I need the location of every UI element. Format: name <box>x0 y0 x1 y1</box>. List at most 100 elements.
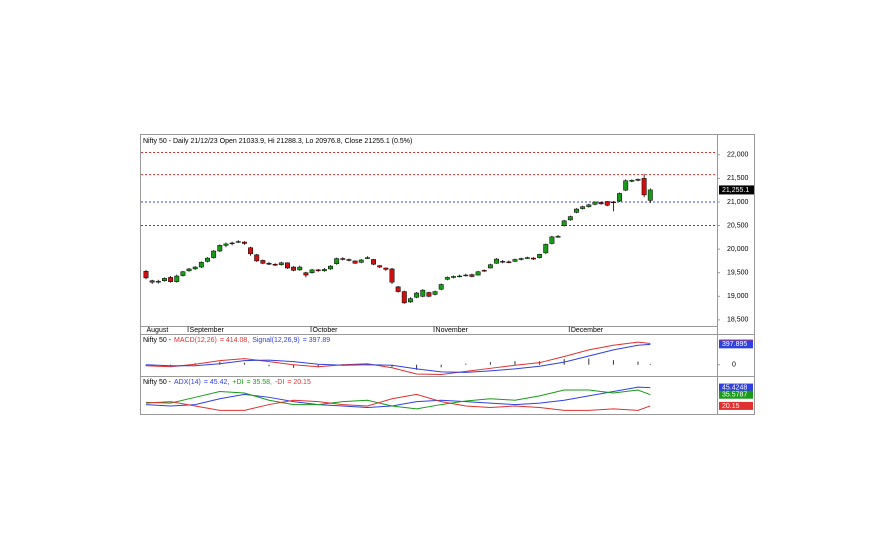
value-box-label: 397.895 <box>722 341 747 348</box>
value-box-label: 20.15 <box>722 403 740 410</box>
candle-body <box>414 292 420 298</box>
chart-frame <box>140 134 755 415</box>
candle-body <box>623 180 629 191</box>
legend-name: ADX(14) <box>174 379 201 386</box>
candle-body <box>487 264 493 269</box>
series-line <box>145 341 651 375</box>
candle-body <box>592 201 598 205</box>
value-box-label: 35.5787 <box>722 392 747 399</box>
legend-name: MACD(12,26) <box>174 337 217 344</box>
month-label: October <box>313 327 339 334</box>
candle-body <box>248 247 254 255</box>
candle-body <box>401 291 407 304</box>
last-price-label: 21,255.1 <box>722 187 749 194</box>
candle-body <box>377 265 383 268</box>
candle-body <box>420 289 426 297</box>
y-tick-label: 21,000 <box>727 199 749 206</box>
candle-body <box>451 276 456 278</box>
y-tick-label: 20,000 <box>727 246 749 253</box>
candle-body <box>297 266 303 271</box>
candle-body <box>408 298 413 303</box>
candle-body <box>531 257 536 260</box>
legend-name: +DI <box>232 379 243 386</box>
candle-body <box>186 268 192 272</box>
candle-body <box>340 258 346 260</box>
candle-body <box>647 189 653 201</box>
candle-body <box>604 201 610 206</box>
candle-body <box>635 179 641 181</box>
candle-body <box>162 278 167 281</box>
candle-body <box>524 257 530 259</box>
candle-body <box>549 236 555 244</box>
candle-body <box>192 266 198 270</box>
candle-body <box>494 258 500 264</box>
candle-body <box>555 236 561 238</box>
candle-body <box>617 193 622 202</box>
month-label: November <box>436 327 469 334</box>
candle-body <box>229 242 235 245</box>
candle-body <box>537 254 543 258</box>
candle-body <box>629 180 635 182</box>
candle-body <box>395 286 401 292</box>
y-tick-label: 20,500 <box>727 222 749 229</box>
candle-body <box>481 270 487 272</box>
candle-body <box>272 263 278 266</box>
candle-body <box>574 208 579 213</box>
legend-readout: = 397.89 <box>303 337 331 344</box>
candle-body <box>512 259 518 262</box>
candle-body <box>346 259 352 261</box>
candle-body <box>334 258 340 264</box>
y-tick-label: 19,500 <box>727 270 749 277</box>
candle-body <box>500 261 506 263</box>
candle-body <box>506 261 512 263</box>
candle-body <box>328 265 333 270</box>
candle-body <box>180 271 186 276</box>
candle-body <box>303 272 309 276</box>
last-price-box <box>719 185 754 195</box>
y-tick-label: 0 <box>732 362 736 369</box>
candle-body <box>518 258 524 260</box>
series-line <box>145 343 651 373</box>
candle-body <box>641 178 647 196</box>
legend-readout: = 45.42, <box>204 379 230 386</box>
candle-body <box>457 275 463 278</box>
month-label: December <box>571 327 604 334</box>
candle-body <box>260 260 266 264</box>
candle-body <box>278 262 284 265</box>
candle-body <box>143 271 149 279</box>
value-box <box>719 340 753 349</box>
candle-body <box>432 291 438 295</box>
value-box <box>719 401 753 410</box>
legend-name: -DI <box>275 379 284 386</box>
candle-body <box>352 260 358 264</box>
candle-body <box>371 259 377 265</box>
candle-body <box>211 250 217 258</box>
candle-body <box>315 269 321 272</box>
candle-body <box>241 241 247 244</box>
legend-readout: = 414.08, <box>220 337 249 344</box>
month-label: August <box>147 327 169 334</box>
candle-body <box>321 269 327 272</box>
candle-body <box>149 280 155 283</box>
value-box <box>719 383 753 392</box>
y-tick-label: 22,000 <box>727 152 749 159</box>
value-box-label: 45.4248 <box>722 384 747 391</box>
candle-body <box>610 201 616 204</box>
candle-body <box>266 263 272 265</box>
candle-body <box>475 271 481 276</box>
panel-title: Nifty 50 - MACD(12,26) = 414.08, Signal(12,… <box>143 337 330 344</box>
title-prefix: Nifty 50 - <box>143 379 172 386</box>
candle-body <box>567 216 573 221</box>
candle-body <box>543 244 549 254</box>
candle-body <box>438 284 444 290</box>
series-line <box>145 393 651 411</box>
candle-body <box>469 274 475 277</box>
candle-body <box>223 243 229 246</box>
candle-body <box>254 254 260 262</box>
legend-name: Signal(12,26,9) <box>252 337 299 344</box>
candle-body <box>217 245 223 252</box>
candle-body <box>463 274 469 277</box>
candle-body <box>155 280 161 283</box>
candle-body <box>426 292 432 297</box>
